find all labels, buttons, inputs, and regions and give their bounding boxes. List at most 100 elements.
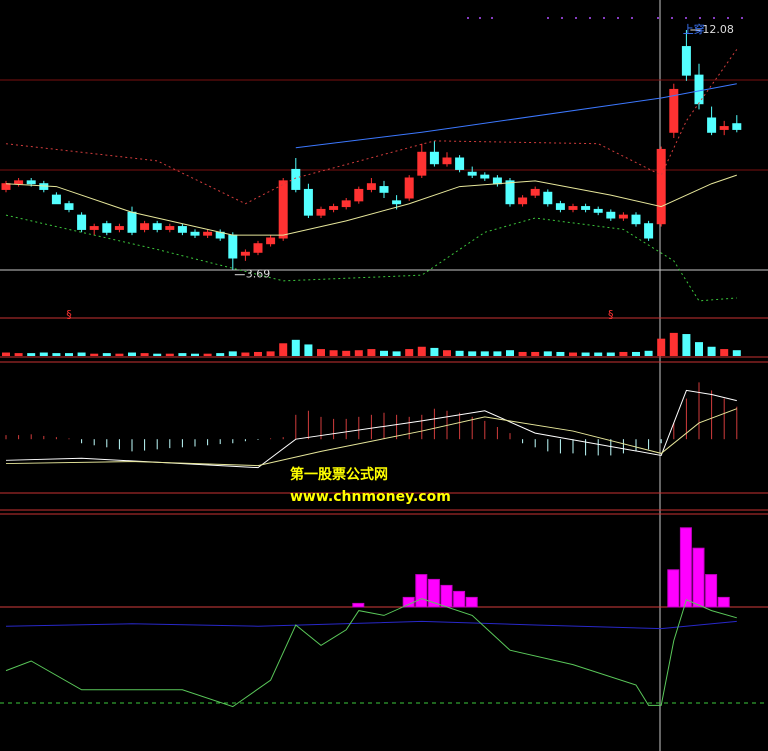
dot xyxy=(479,17,481,19)
candle-body-fill xyxy=(203,232,212,236)
volume-bar xyxy=(354,350,363,356)
volume-bar xyxy=(329,350,338,356)
signal-bar xyxy=(692,547,705,608)
volume-bar xyxy=(228,351,237,356)
top-dots xyxy=(467,17,743,19)
signal-bar xyxy=(705,574,718,608)
signal-bar xyxy=(667,569,680,608)
candle-body-fill xyxy=(140,223,149,230)
dot xyxy=(491,17,493,19)
volume-bar xyxy=(102,353,111,356)
candle-body-fill xyxy=(115,226,124,230)
volume-bar xyxy=(493,351,502,356)
dot xyxy=(631,17,633,19)
candle-body xyxy=(190,231,200,236)
overlay-line xyxy=(295,83,737,149)
volume-bar xyxy=(178,353,187,356)
candle-body-fill xyxy=(254,243,262,253)
signal-bar xyxy=(440,584,453,608)
volume-bar xyxy=(2,352,10,356)
volume-bar xyxy=(27,353,36,356)
dot xyxy=(547,17,549,19)
candle-body-fill xyxy=(569,206,577,210)
volume-bar xyxy=(695,342,703,356)
volume-bar xyxy=(165,353,174,356)
candle-body xyxy=(64,203,74,210)
volume-bar xyxy=(65,353,73,356)
high-label: 12.08 xyxy=(702,23,734,36)
candle-body-fill xyxy=(90,226,99,230)
signal-bar xyxy=(453,590,466,608)
signal-bar xyxy=(717,596,730,608)
volume-bar xyxy=(518,351,527,356)
overlay-line xyxy=(5,49,738,205)
candle-body-fill xyxy=(354,189,363,201)
volume-bar xyxy=(380,350,388,356)
candle-body-fill xyxy=(443,158,451,164)
candle-body xyxy=(492,177,502,185)
volume-bar xyxy=(657,338,666,356)
volume-bar xyxy=(430,347,439,356)
panel-separators xyxy=(0,79,768,515)
signal-bar xyxy=(465,596,478,608)
candle-body xyxy=(228,234,238,259)
volume-bar xyxy=(392,351,401,356)
signal-bar xyxy=(427,578,440,608)
volume-bar xyxy=(128,352,136,356)
candle-body xyxy=(505,180,515,205)
volume-bar xyxy=(77,352,86,356)
dot xyxy=(699,17,701,19)
volume-bar xyxy=(90,353,99,356)
volume-bar xyxy=(682,334,691,356)
volume-bar xyxy=(606,352,615,356)
candle-body xyxy=(681,46,691,76)
volume-bar xyxy=(556,351,565,356)
candle-body xyxy=(543,191,553,205)
volume-bar xyxy=(443,350,451,356)
volume-bar xyxy=(115,353,124,356)
candle-body xyxy=(429,151,439,165)
candle-body-fill xyxy=(342,200,351,207)
volume-bar xyxy=(594,352,603,356)
candle-body-fill xyxy=(417,152,426,176)
overlay-line xyxy=(5,214,737,302)
low-label: 3.69 xyxy=(246,268,270,281)
dot xyxy=(685,17,687,19)
candle-body xyxy=(631,214,641,225)
candle-body xyxy=(707,117,717,133)
volume-bar xyxy=(581,352,590,356)
volume-bar xyxy=(619,351,628,356)
volume-bar xyxy=(52,353,61,356)
volume-bar xyxy=(707,346,716,356)
volume-bar xyxy=(632,351,640,356)
volume-bar xyxy=(367,349,376,356)
volume-bar xyxy=(543,351,552,356)
candle-body xyxy=(392,200,402,205)
candle-body-fill xyxy=(2,183,10,190)
candle-body-fill xyxy=(405,178,414,198)
dot xyxy=(575,17,577,19)
candle-body xyxy=(291,168,301,190)
dot xyxy=(727,17,729,19)
candle-body xyxy=(555,203,565,210)
volume-bar xyxy=(531,351,540,356)
volume-bar xyxy=(720,349,729,356)
watermark-url: www.chnmoney.com xyxy=(290,489,451,505)
dot xyxy=(671,17,673,19)
volume-bar xyxy=(14,353,23,356)
volume-bar xyxy=(279,343,288,356)
candle-body-fill xyxy=(367,183,376,190)
dot xyxy=(713,17,715,19)
candle-body xyxy=(303,188,313,216)
candle-body xyxy=(467,171,477,176)
candle-body xyxy=(26,180,36,185)
volume-bar xyxy=(140,353,149,356)
candle-body-fill xyxy=(279,180,288,238)
volume-bar xyxy=(254,351,262,356)
candle-body-fill xyxy=(619,215,628,218)
volume-bar xyxy=(506,350,514,356)
candle-body-fill xyxy=(329,206,338,210)
dot xyxy=(467,17,469,19)
dot xyxy=(741,17,743,19)
